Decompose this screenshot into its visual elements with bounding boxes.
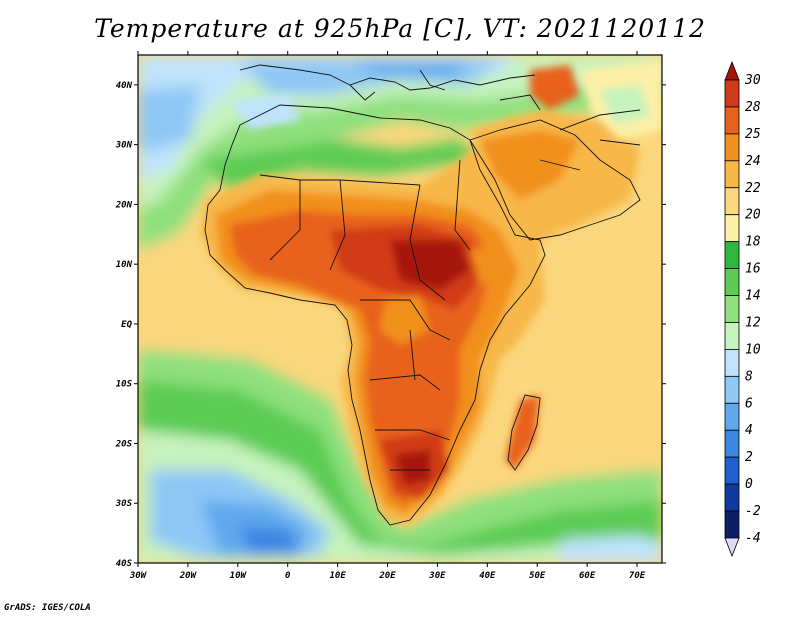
temperature-field (138, 55, 662, 563)
colorbar-swatch (724, 133, 740, 162)
map-frame (137, 54, 663, 564)
colorbar-swatch (724, 295, 740, 323)
colorbar-label: 0 (745, 477, 753, 492)
colorbar-label: 2 (745, 450, 753, 465)
lat-tick-label: 30S (115, 499, 133, 509)
colorbar-swatch (724, 214, 740, 243)
colorbar-label: 10 (745, 342, 761, 357)
lon-tick-label: 50E (529, 571, 546, 581)
colorbar-max-triangle (724, 60, 740, 81)
colorbar-label: 28 (745, 100, 761, 115)
lon-tick-label: 10W (230, 571, 248, 581)
colorbar-label: -2 (745, 504, 761, 519)
colorbar-label: 12 (745, 315, 761, 330)
lat-tick-label: 20N (115, 200, 133, 210)
lat-tick-label: 40N (116, 81, 133, 91)
lon-tick-label: 60E (579, 571, 596, 581)
colorbar-label: 6 (745, 396, 753, 411)
colorbar-swatch (724, 349, 740, 377)
colorbar-swatch (724, 402, 740, 431)
colorbar-label: 22 (745, 181, 761, 196)
colorbar-label: 20 (745, 208, 761, 223)
colorbar-swatch (724, 483, 740, 512)
colorbar-swatch (724, 268, 740, 296)
grads-credit: GrADS: IGES/COLA (4, 603, 91, 613)
lat-tick-label: 10N (116, 260, 133, 270)
lon-tick-label: 70E (629, 571, 646, 581)
colorbar-swatch (724, 429, 740, 458)
lat-tick-label: 40S (116, 559, 133, 569)
colorbar-swatch (724, 375, 740, 404)
lat-tick-label: 20S (115, 439, 133, 449)
colorbar-label: 24 (745, 154, 761, 169)
latitude-axis: 40N 30N 20N 10N EQ 10S 20S 30S 40S (115, 81, 666, 569)
colorbar-swatch (724, 106, 740, 135)
lon-tick-label: 40E (479, 571, 496, 581)
colorbar-label: 18 (745, 235, 761, 250)
lon-tick-label: 20E (378, 571, 396, 581)
colorbar-label: 8 (745, 369, 753, 384)
lon-tick-label: 20W (179, 571, 198, 581)
colorbar-swatch (724, 187, 740, 216)
colorbar-swatch (724, 456, 740, 485)
colorbar-label: 30 (744, 73, 761, 88)
chart-title: Temperature at 925hPa [C], VT: 202112011… (94, 14, 706, 43)
colorbar-label: -4 (745, 531, 761, 546)
colorbar-swatch (724, 160, 740, 189)
longitude-axis: 30W 20W 10W 0 10E 20E 30E 40E 50E 60E 70E (129, 51, 646, 581)
lon-tick-label: 0 (285, 571, 291, 581)
colorbar-swatch (724, 241, 740, 269)
lon-tick-label: 30W (129, 571, 148, 581)
colorbar-label: 4 (745, 423, 753, 438)
lat-tick-label: EQ (121, 320, 132, 330)
colorbar-swatch (724, 510, 740, 539)
colorbar-min-triangle (724, 537, 740, 558)
lon-tick-label: 10E (329, 571, 346, 581)
lon-tick-label: 30E (428, 571, 446, 581)
colorbar-swatch (724, 79, 740, 108)
colorbar-label: 14 (745, 289, 761, 304)
lat-tick-label: 10S (116, 380, 133, 390)
colorbar-label: 25 (745, 127, 761, 142)
colorbar-swatch (724, 322, 740, 350)
colorbar-label: 16 (745, 262, 761, 277)
lat-tick-label: 30N (115, 141, 133, 151)
